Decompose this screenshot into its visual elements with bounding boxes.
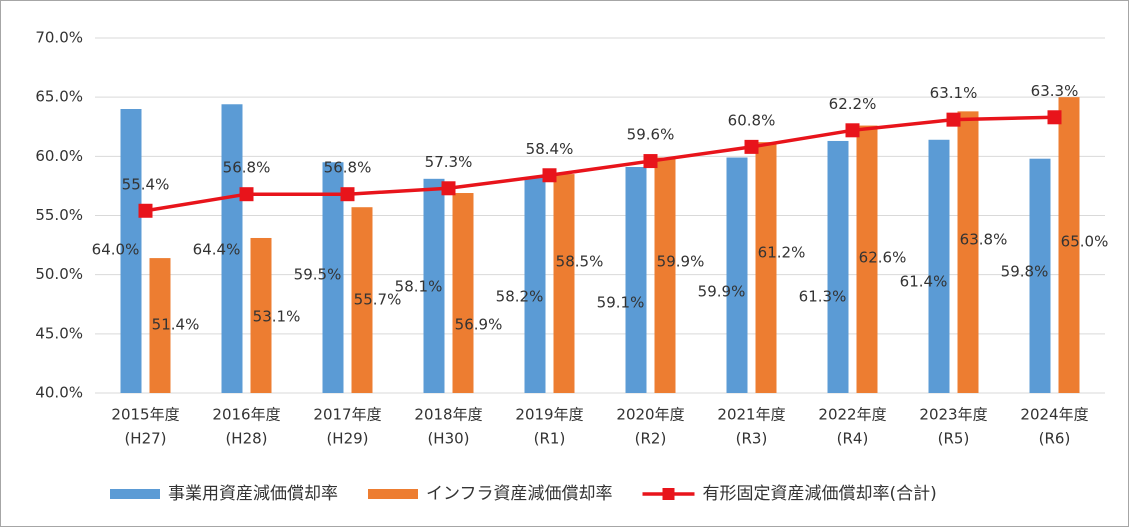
data-label: 62.6% bbox=[859, 249, 907, 267]
line-marker bbox=[1047, 110, 1062, 125]
bar bbox=[524, 177, 546, 393]
data-label: 56.8% bbox=[324, 159, 372, 177]
line-marker bbox=[744, 139, 759, 154]
x-tick-sublabel: (R4) bbox=[837, 430, 869, 448]
x-tick-sublabel: (R1) bbox=[534, 430, 566, 448]
y-tick-label: 65.0% bbox=[35, 88, 83, 106]
line-marker bbox=[138, 203, 153, 218]
x-tick-sublabel: (H29) bbox=[326, 430, 368, 448]
data-label: 58.4% bbox=[526, 140, 574, 158]
data-label: 53.1% bbox=[253, 308, 301, 326]
y-tick-label: 60.0% bbox=[35, 147, 83, 165]
x-tick-sublabel: (R3) bbox=[736, 430, 768, 448]
data-label: 56.9% bbox=[455, 316, 503, 334]
x-tick-label: 2019年度 bbox=[515, 406, 583, 424]
bar bbox=[856, 125, 878, 394]
line bbox=[145, 115, 1055, 213]
line-marker bbox=[441, 181, 456, 196]
data-label: 59.1% bbox=[597, 294, 645, 312]
x-tick-label: 2023年度 bbox=[919, 406, 987, 424]
x-tick-label: 2022年度 bbox=[818, 406, 886, 424]
data-label: 58.2% bbox=[496, 288, 544, 306]
data-label: 59.9% bbox=[698, 283, 746, 301]
x-tick-sublabel: (R6) bbox=[1039, 430, 1071, 448]
data-label: 56.8% bbox=[223, 159, 271, 177]
legend-swatch bbox=[662, 488, 675, 500]
x-tick-label: 2017年度 bbox=[313, 406, 381, 424]
x-tick-label: 2021年度 bbox=[717, 406, 785, 424]
bar bbox=[221, 104, 243, 394]
data-label: 59.6% bbox=[627, 126, 675, 144]
line-marker bbox=[643, 154, 658, 169]
legend-label: インフラ資産減価償却率 bbox=[426, 484, 613, 504]
data-label: 51.4% bbox=[152, 316, 200, 334]
bar bbox=[827, 140, 849, 393]
line-marker bbox=[946, 112, 961, 127]
data-label: 64.4% bbox=[193, 241, 241, 259]
data-label: 60.8% bbox=[728, 111, 776, 129]
bar bbox=[625, 166, 647, 393]
data-label: 61.2% bbox=[758, 244, 806, 262]
x-tick-label: 2020年度 bbox=[616, 406, 684, 424]
data-label: 61.4% bbox=[900, 273, 948, 291]
y-tick-label: 40.0% bbox=[35, 384, 83, 402]
data-label: 59.8% bbox=[1001, 263, 1049, 281]
data-label: 55.7% bbox=[354, 291, 402, 309]
bar bbox=[250, 237, 272, 393]
bar bbox=[149, 258, 171, 393]
bar bbox=[957, 111, 979, 393]
y-tick-label: 55.0% bbox=[35, 206, 83, 224]
bar bbox=[351, 207, 373, 393]
data-label: 63.1% bbox=[930, 84, 978, 102]
x-tick-label: 2024年度 bbox=[1020, 406, 1088, 424]
data-label: 59.9% bbox=[657, 253, 705, 271]
line-marker bbox=[239, 187, 254, 202]
bar bbox=[1029, 158, 1051, 393]
line-marker bbox=[845, 123, 860, 138]
x-tick-sublabel: (H30) bbox=[427, 430, 469, 448]
data-label: 65.0% bbox=[1061, 233, 1109, 251]
data-label: 63.3% bbox=[1031, 82, 1079, 100]
legend-swatch bbox=[368, 489, 418, 499]
data-label: 58.5% bbox=[556, 253, 604, 271]
x-tick-sublabel: (H28) bbox=[225, 430, 267, 448]
x-tick-sublabel: (H27) bbox=[124, 430, 166, 448]
data-label: 62.2% bbox=[829, 95, 877, 113]
line-marker bbox=[542, 168, 557, 183]
bar bbox=[928, 139, 950, 393]
legend-label: 有形固定資産減価償却率(合計) bbox=[703, 484, 937, 504]
legend-swatch bbox=[110, 489, 160, 499]
x-tick-sublabel: (R2) bbox=[635, 430, 667, 448]
bar bbox=[1058, 97, 1080, 394]
bar bbox=[322, 162, 344, 393]
y-tick-label: 50.0% bbox=[35, 265, 83, 283]
bar bbox=[423, 178, 445, 393]
x-tick-label: 2016年度 bbox=[212, 406, 280, 424]
legend-label: 事業用資産減価償却率 bbox=[168, 484, 338, 504]
data-label: 61.3% bbox=[799, 288, 847, 306]
bar bbox=[120, 109, 142, 393]
data-label: 63.8% bbox=[960, 231, 1008, 249]
y-tick-label: 70.0% bbox=[35, 29, 83, 47]
data-label: 64.0% bbox=[92, 241, 140, 259]
bar bbox=[553, 174, 575, 393]
bar bbox=[654, 157, 676, 393]
bar bbox=[755, 142, 777, 393]
data-label: 58.1% bbox=[395, 278, 443, 296]
bar bbox=[452, 193, 474, 393]
line-marker bbox=[340, 187, 355, 202]
x-tick-label: 2018年度 bbox=[414, 406, 482, 424]
y-tick-label: 45.0% bbox=[35, 324, 83, 342]
data-label: 55.4% bbox=[122, 175, 170, 193]
data-label: 57.3% bbox=[425, 153, 473, 171]
data-label: 59.5% bbox=[294, 266, 342, 284]
x-tick-sublabel: (R5) bbox=[938, 430, 970, 448]
bar bbox=[726, 157, 748, 393]
x-tick-label: 2015年度 bbox=[111, 406, 179, 424]
